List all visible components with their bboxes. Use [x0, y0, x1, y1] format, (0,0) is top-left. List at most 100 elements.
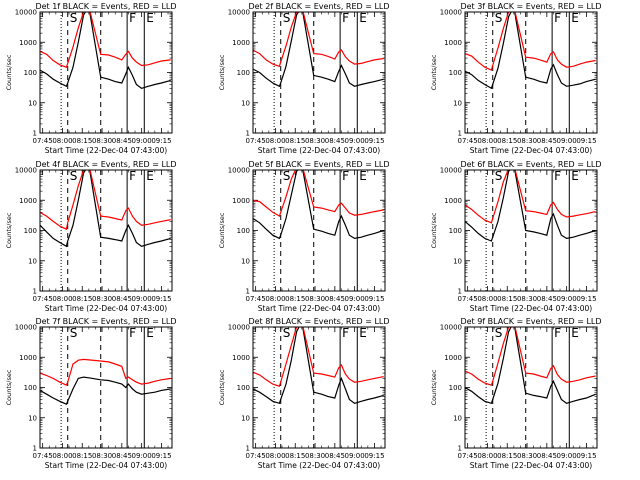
event-marker-label: F: [554, 11, 561, 25]
y-axis-label: Counts/sec: [5, 212, 13, 248]
plot-frame: [252, 169, 386, 292]
y-tick-label: 1: [33, 130, 37, 138]
x-tick-label: 08:30: [305, 295, 325, 303]
event-marker-label: S: [283, 326, 291, 340]
event-marker-label: F: [342, 326, 349, 340]
chart-panel: Det 3f BLACK = Events, RED = LLD Counts/s…: [430, 2, 602, 155]
event-marker-label: E: [359, 326, 367, 340]
event-marker-label: E: [571, 326, 579, 340]
event-marker-label: E: [359, 11, 367, 25]
event-marker-label: F: [129, 326, 136, 340]
panel-title: Det 7f BLACK = Events, RED = LLD: [35, 317, 176, 326]
x-axis-label: Start Time (22-Dec-04 07:43:00): [470, 304, 592, 313]
x-tick-label: 07:45: [33, 137, 53, 145]
y-tick-label: 1000: [232, 39, 250, 47]
x-tick-label: 08:00: [477, 137, 497, 145]
event-marker-label: F: [554, 326, 561, 340]
x-tick-label: 07:45: [246, 295, 266, 303]
y-tick-label: 10: [28, 99, 37, 107]
event-marker-label: F: [129, 169, 136, 183]
y-tick-label: 100: [449, 384, 462, 392]
series-line: [253, 327, 384, 387]
x-axis-label: Start Time (22-Dec-04 07:43:00): [45, 304, 167, 313]
y-tick-label: 100: [449, 69, 462, 77]
x-tick-label: 08:15: [72, 452, 92, 460]
x-tick-label: 07:45: [458, 137, 478, 145]
panel-title: Det 1f BLACK = Events, RED = LLD: [35, 2, 176, 11]
x-tick-label: 09:15: [151, 452, 171, 460]
y-axis-label: Counts/sec: [218, 369, 226, 405]
x-axis-label: Start Time (22-Dec-04 07:43:00): [258, 461, 380, 470]
x-tick-label: 08:45: [112, 137, 132, 145]
x-tick-label: 08:30: [517, 452, 537, 460]
y-tick-label: 1: [458, 445, 462, 453]
panel-title: Det 6f BLACK = Events, RED = LLD: [460, 160, 601, 169]
y-tick-label: 1000: [19, 39, 37, 47]
x-tick-label: 08:00: [477, 295, 497, 303]
x-axis-label: Start Time (22-Dec-04 07:43:00): [45, 146, 167, 155]
x-tick-label: 08:30: [92, 452, 112, 460]
series-line: [253, 327, 384, 405]
event-marker-label: S: [495, 326, 503, 340]
event-marker-label: S: [495, 11, 503, 25]
x-tick-label: 07:45: [246, 452, 266, 460]
event-marker-label: E: [571, 11, 579, 25]
event-marker-label: S: [495, 169, 503, 183]
event-marker-label: S: [70, 11, 78, 25]
x-tick-label: 09:00: [345, 137, 365, 145]
y-tick-label: 10000: [228, 324, 250, 332]
event-marker-label: E: [359, 169, 367, 183]
y-tick-label: 1000: [232, 354, 250, 362]
y-axis-label: Counts/sec: [430, 369, 438, 405]
x-tick-label: 07:45: [33, 295, 53, 303]
y-tick-label: 1: [246, 288, 250, 296]
x-tick-label: 09:15: [576, 137, 596, 145]
event-marker-label: F: [342, 11, 349, 25]
event-marker-label: F: [554, 169, 561, 183]
x-tick-label: 09:00: [132, 137, 152, 145]
series-line: [40, 376, 171, 405]
y-tick-label: 1000: [232, 197, 250, 205]
plot-frame: [464, 11, 598, 134]
y-tick-label: 1: [33, 288, 37, 296]
event-marker-label: S: [283, 11, 291, 25]
x-tick-label: 08:45: [112, 452, 132, 460]
series-line: [465, 12, 596, 71]
x-tick-label: 08:45: [537, 137, 557, 145]
x-tick-label: 08:30: [517, 137, 537, 145]
series-line: [40, 358, 171, 386]
x-tick-label: 08:45: [325, 452, 345, 460]
plot-frame: [39, 11, 173, 134]
x-tick-label: 09:00: [557, 452, 577, 460]
x-tick-label: 08:00: [52, 137, 72, 145]
event-marker-label: E: [146, 169, 154, 183]
y-tick-label: 1000: [444, 197, 462, 205]
y-tick-label: 100: [24, 384, 37, 392]
y-tick-label: 100: [24, 227, 37, 235]
chart-panel: Det 9f BLACK = Events, RED = LLD Counts/s…: [430, 317, 602, 470]
y-tick-label: 100: [237, 69, 250, 77]
plot-frame: [464, 326, 598, 449]
x-tick-label: 09:15: [364, 452, 384, 460]
panel-title: Det 3f BLACK = Events, RED = LLD: [460, 2, 601, 11]
x-tick-label: 08:00: [265, 137, 285, 145]
x-tick-label: 09:00: [557, 137, 577, 145]
y-tick-label: 10000: [15, 167, 37, 175]
x-tick-label: 09:15: [364, 137, 384, 145]
x-tick-label: 09:15: [364, 295, 384, 303]
y-tick-label: 1000: [19, 197, 37, 205]
panel-title: Det 4f BLACK = Events, RED = LLD: [35, 160, 176, 169]
series-line: [253, 12, 384, 68]
x-tick-label: 08:15: [72, 295, 92, 303]
event-marker-label: F: [342, 169, 349, 183]
x-tick-label: 08:45: [537, 452, 557, 460]
x-tick-label: 08:30: [92, 295, 112, 303]
chart-panel: Det 7f BLACK = Events, RED = LLD Counts/s…: [5, 317, 177, 470]
y-tick-label: 10: [241, 257, 250, 265]
x-tick-label: 08:15: [285, 452, 305, 460]
x-tick-label: 08:15: [497, 295, 517, 303]
x-tick-label: 08:00: [265, 295, 285, 303]
event-marker-label: S: [283, 169, 291, 183]
x-tick-label: 09:15: [151, 295, 171, 303]
